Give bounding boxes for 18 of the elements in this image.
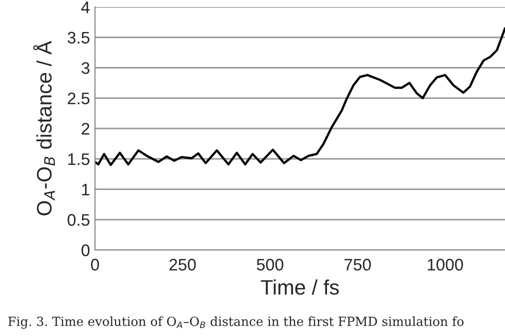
y-tick-label: 3 <box>82 62 90 74</box>
x-tick-label: 250 <box>169 258 196 271</box>
line-series <box>95 27 505 166</box>
x-tick-label: 500 <box>256 258 284 271</box>
caption: Fig. 3. Time evolution of O$_{A}$–O$_{B}$ distance in the first FPMD simulation fo <box>8 316 464 329</box>
y-axis-title: O$_{A}$-O$_{B}$ distance / Å <box>33 40 55 216</box>
y-tick-label: 0.5 <box>68 214 90 226</box>
y-tick-label: 4 <box>81 2 90 14</box>
y-tick-label: 2.5 <box>68 92 90 104</box>
y-tick-label: 1 <box>82 184 90 196</box>
y-tick-label: 0 <box>82 244 90 256</box>
x-axis-title: Time / fs <box>260 279 339 295</box>
x-tick-label: 750 <box>344 258 371 271</box>
y-tick-label: 3.5 <box>68 32 90 44</box>
x-tick-label: 1000 <box>428 258 464 271</box>
y-tick-label: 1.5 <box>68 153 90 166</box>
y-tick-label: 2 <box>82 122 90 135</box>
x-tick-label: 0 <box>91 258 99 271</box>
